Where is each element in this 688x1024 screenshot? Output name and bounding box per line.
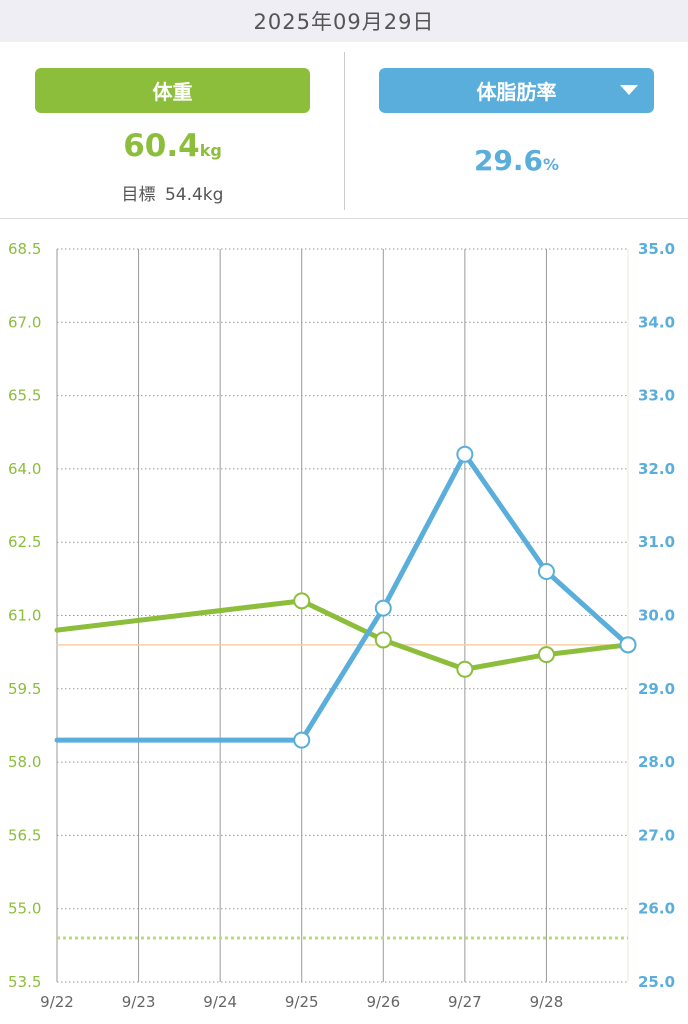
body-fat-dropdown-button[interactable]: 体脂肪率 <box>379 68 654 113</box>
summary-panel <box>0 42 688 219</box>
body-fat-data-point <box>456 445 474 463</box>
body-fat-value-display: 29.6% <box>379 144 654 177</box>
weight-data-point <box>537 646 555 664</box>
summary-divider <box>344 52 345 210</box>
y-right-tick-label: 25.0 <box>638 973 675 991</box>
y-right-tick-label: 32.0 <box>638 460 675 478</box>
x-tick-label: 9/27 <box>448 993 482 1011</box>
body-fat-data-point <box>619 636 637 654</box>
y-right-tick-label: 31.0 <box>638 533 675 551</box>
goal-label: 目標 <box>121 185 156 205</box>
date-header: 2025年09月29日 <box>0 0 688 42</box>
chevron-down-icon <box>620 85 638 95</box>
y-left-tick-label: 59.5 <box>8 680 41 698</box>
x-tick-label: 9/28 <box>530 993 564 1011</box>
y-right-tick-label: 26.0 <box>638 900 675 918</box>
goal-value: 54.4kg <box>164 185 224 205</box>
weight-bodyfat-chart[interactable]: 68.5 35.0 67.0 34.0 65.5 33.0 64.0 32.0 62.5 31.0… <box>0 219 688 1024</box>
body-fat-series-line <box>54 451 631 743</box>
y-left-tick-label: 64.0 <box>8 460 41 478</box>
y-right-tick-label: 30.0 <box>638 607 675 625</box>
y-left-tick-label: 68.5 <box>8 240 41 258</box>
y-right-tick-label: 34.0 <box>638 313 675 331</box>
weight-tab-button[interactable]: 体重 <box>35 68 310 113</box>
weight-value: 60.4 <box>123 128 200 164</box>
y-left-tick-label: 56.5 <box>8 826 41 844</box>
weight-series-line <box>54 598 631 672</box>
body-fat-unit: % <box>543 155 560 174</box>
y-left-tick-label: 65.5 <box>8 387 41 405</box>
body-fat-value: 29.6 <box>473 144 544 177</box>
y-right-tick-label: 29.0 <box>638 680 675 698</box>
body-fat-data-point <box>374 599 392 617</box>
y-right-tick-label: 35.0 <box>638 240 675 258</box>
weight-data-point <box>293 592 311 610</box>
weight-tab-label: 体重 <box>152 80 193 104</box>
x-tick-label: 9/23 <box>122 993 156 1011</box>
body-fat-data-point <box>537 563 555 581</box>
weight-goal: 目標 54.4kg <box>35 180 310 205</box>
y-left-tick-label: 58.0 <box>8 753 41 771</box>
date-text: 2025年09月29日 <box>253 10 435 34</box>
y-right-tick-label: 27.0 <box>638 826 675 844</box>
y-left-tick-label: 62.5 <box>8 533 41 551</box>
y-left-tick-label: 61.0 <box>8 607 41 625</box>
body-fat-tab-label: 体脂肪率 <box>476 80 557 104</box>
y-right-tick-label: 33.0 <box>638 387 675 405</box>
body-fat-data-point <box>293 731 311 749</box>
y-left-tick-label: 67.0 <box>8 313 41 331</box>
weight-value-display: 60.4kg <box>35 128 310 164</box>
y-left-tick-label: 55.0 <box>8 900 41 918</box>
y-right-tick-label: 28.0 <box>638 753 675 771</box>
x-tick-label: 9/24 <box>203 993 237 1011</box>
weight-data-point <box>374 631 392 649</box>
x-tick-label: 9/22 <box>40 993 74 1011</box>
x-tick-label: 9/26 <box>366 993 400 1011</box>
y-left-tick-label: 53.5 <box>8 973 41 991</box>
x-tick-label: 9/25 <box>285 993 319 1011</box>
weight-unit: kg <box>199 141 222 160</box>
weight-data-point <box>456 660 474 678</box>
